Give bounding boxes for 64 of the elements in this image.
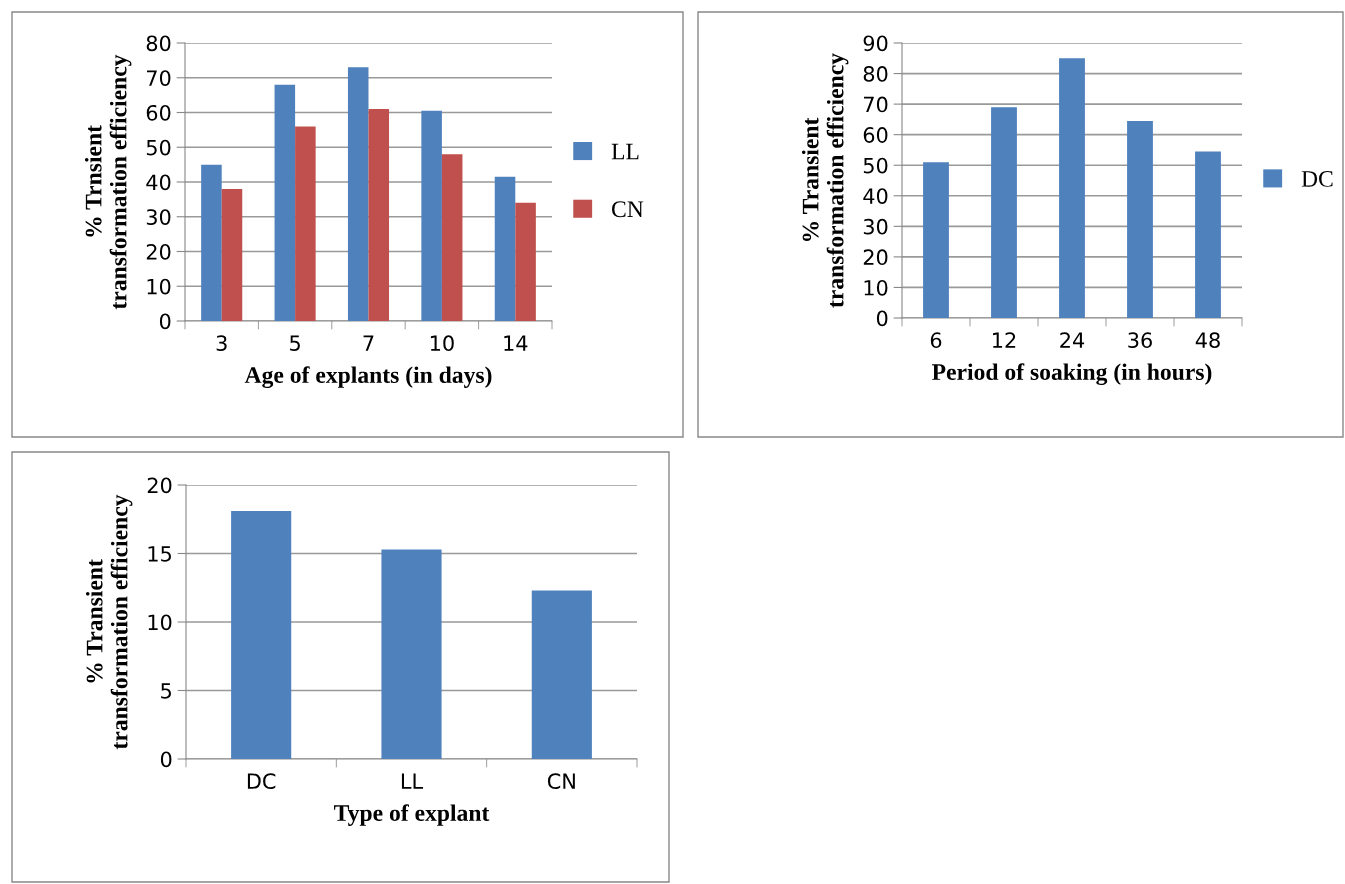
y-tick-label: 0: [159, 313, 171, 330]
x-tick-label: 10: [430, 335, 454, 352]
y-tick-label: 30: [146, 209, 171, 225]
x-tick-label: 6: [930, 332, 942, 349]
bar: [441, 154, 463, 321]
x-tick-label: 24: [1060, 332, 1085, 348]
bar: [515, 202, 536, 321]
x-tick-label: 48: [1195, 332, 1220, 349]
x-tick-label: 14: [504, 335, 528, 351]
y-tick-label: 40: [146, 174, 171, 191]
legend-label: LL: [611, 143, 639, 160]
x-tick-label: 7: [363, 335, 374, 351]
y-tick-label: 30: [863, 218, 888, 235]
x-axis-title: Type of explant: [334, 804, 490, 826]
y-tick-label: 20: [147, 477, 172, 494]
bar: [231, 511, 292, 759]
legend-label: DC: [1301, 170, 1333, 187]
x-tick-label: 5: [290, 335, 300, 352]
y-tick-label: 0: [160, 751, 172, 768]
x-tick-label: 36: [1128, 332, 1152, 349]
x-axis-title: Period of soaking (in hours): [932, 363, 1212, 385]
bar: [923, 162, 949, 318]
bar: [1059, 58, 1085, 318]
y-axis-title: % Trnsient transformation efficiency: [84, 54, 132, 310]
y-tick-label: 70: [864, 96, 888, 113]
bar: [347, 67, 369, 321]
y-tick-label: 20: [146, 243, 171, 260]
y-tick-label: 90: [863, 35, 888, 52]
bar: [1195, 151, 1221, 318]
x-tick-label: 3: [216, 335, 227, 352]
bar: [295, 126, 316, 321]
y-tick-label: 20: [863, 249, 888, 266]
bar: [221, 188, 243, 321]
bar: [368, 109, 390, 321]
y-tick-label: 80: [146, 35, 171, 52]
y-axis-title: % Transient transformation efficiency: [801, 53, 849, 308]
y-tick-label: 70: [147, 70, 171, 86]
y-tick-label: 10: [147, 278, 171, 295]
y-axis-title: % Transient transformation efficiency: [85, 494, 133, 750]
bar: [991, 107, 1017, 318]
y-tick-label: 10: [148, 614, 172, 631]
bar: [201, 164, 222, 321]
y-tick-label: 60: [863, 127, 888, 143]
y-tick-label: 0: [876, 310, 888, 327]
bar: [421, 110, 442, 321]
x-tick-label: CN: [547, 773, 575, 790]
legend-label: CN: [612, 201, 644, 218]
bar: [381, 549, 442, 759]
bar: [531, 590, 592, 759]
y-tick-label: 50: [146, 139, 171, 156]
y-tick-label: 50: [863, 157, 888, 174]
y-tick-label: 80: [863, 66, 888, 82]
y-tick-label: 10: [864, 279, 888, 296]
y-tick-label: 60: [146, 104, 171, 121]
bar: [494, 176, 516, 321]
x-tick-label: LL: [401, 773, 423, 789]
y-tick-label: 15: [148, 546, 171, 562]
bar: [1127, 120, 1153, 318]
x-axis-title: Age of explants (in days): [244, 366, 492, 388]
x-tick-label: DC: [247, 773, 276, 790]
bar: [274, 84, 296, 321]
x-tick-label: 12: [993, 332, 1016, 348]
y-tick-label: 5: [161, 683, 171, 699]
y-tick-label: 40: [863, 188, 888, 204]
